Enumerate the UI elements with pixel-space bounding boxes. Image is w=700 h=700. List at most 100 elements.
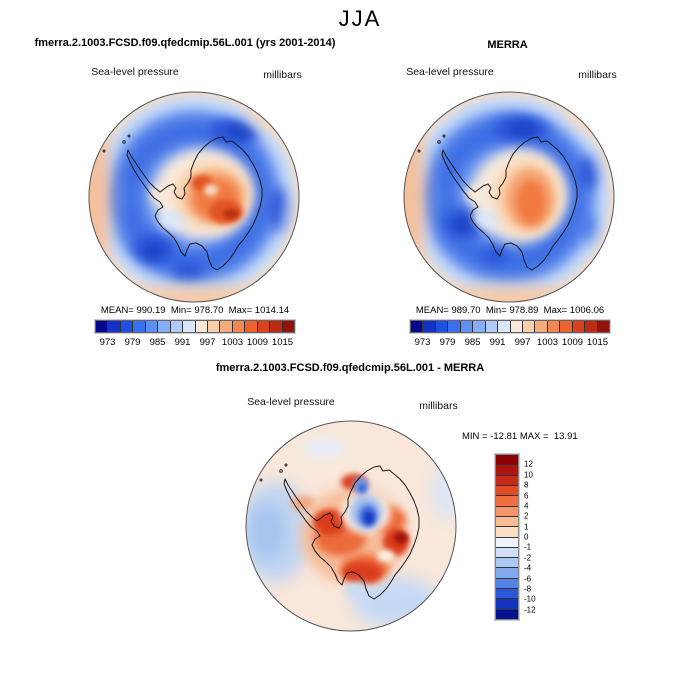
- reference-pressure-colorbar-ticks: 973 979 985 991 997 1003 1009 1015: [410, 337, 610, 348]
- colorbar-cell: [535, 321, 548, 332]
- colorbar-tick-label: 10: [524, 470, 533, 480]
- colorbar-cell: [485, 321, 499, 332]
- model-pressure-colorbar: [94, 319, 296, 334]
- colorbar-tick-label: -2: [524, 553, 532, 563]
- colorbar-cell: [496, 516, 518, 528]
- colorbar-tick-label: -10: [524, 594, 536, 604]
- colorbar-cell: [96, 321, 109, 332]
- colorbar-tick-label: 985: [464, 337, 481, 348]
- difference-units-label: millibars: [419, 400, 458, 412]
- colorbar-cell: [560, 321, 573, 332]
- colorbar-tick-label: 4: [524, 501, 529, 511]
- colorbar-cell: [496, 599, 518, 610]
- colorbar-tick-label: 1009: [246, 337, 269, 348]
- colorbar-tick-label: 973: [414, 337, 431, 348]
- colorbar-cell: [597, 321, 609, 332]
- reference-slp-map: [403, 91, 615, 303]
- colorbar-tick-label: 6: [524, 491, 529, 500]
- colorbar-cell: [448, 321, 461, 332]
- colorbar-tick-label: 0: [524, 532, 529, 542]
- colorbar-cell: [120, 321, 134, 332]
- model-panel-title: fmerra.2.1003.FCSD.f09.qfedcmip.56L.001 …: [34, 37, 336, 49]
- model-pressure-colorbar-ticks: 973 979 985 991 997 1003 1009 1015: [95, 337, 295, 348]
- colorbar-cell: [170, 321, 184, 332]
- colorbar-tick-label: 997: [514, 337, 531, 348]
- model-stats: MEAN= 990.19 Min= 978.70 Max= 1014.14: [100, 305, 290, 316]
- difference-colorbar-ticks: 12 10 8 6 4 2 1 0 -1 -2 -4 -6 -8 -10 -12: [524, 454, 548, 620]
- colorbar-tick-label: 12: [524, 459, 533, 469]
- colorbar-tick-label: 1003: [536, 337, 559, 348]
- colorbar-tick-label: 1009: [561, 337, 584, 348]
- colorbar-cell: [498, 321, 511, 332]
- difference-stats: MIN = -12.81 MAX = 13.91: [462, 431, 578, 442]
- colorbar-tick-label: 985: [149, 337, 166, 348]
- colorbar-cell: [411, 321, 424, 332]
- colorbar-cell: [158, 321, 171, 332]
- difference-field-label: Sea-level pressure: [247, 396, 335, 408]
- colorbar-tick-label: 997: [199, 337, 216, 348]
- colorbar-cell: [133, 321, 146, 332]
- colorbar-cell: [270, 321, 283, 332]
- colorbar-cell: [496, 589, 518, 600]
- colorbar-cell: [473, 321, 486, 332]
- colorbar-tick-label: 1003: [221, 337, 244, 348]
- model-slp-map: [88, 91, 300, 303]
- colorbar-tick-label: -4: [524, 563, 532, 573]
- colorbar-cell: [496, 547, 518, 559]
- colorbar-cell: [245, 321, 258, 332]
- colorbar-cell: [220, 321, 233, 332]
- reference-field-label: Sea-level pressure: [406, 66, 494, 78]
- colorbar-cell: [232, 321, 246, 332]
- colorbar-tick-label: -6: [524, 574, 532, 583]
- reference-panel-title: MERRA: [487, 39, 528, 51]
- difference-slp-map: [245, 420, 457, 632]
- colorbar-tick-label: -12: [524, 605, 536, 615]
- colorbar-cell: [585, 321, 598, 332]
- colorbar-tick-label: -1: [524, 542, 532, 552]
- colorbar-cell: [496, 609, 518, 619]
- colorbar-tick-label: 979: [439, 337, 456, 348]
- colorbar-cell: [207, 321, 221, 332]
- colorbar-tick-label: 1015: [271, 337, 294, 348]
- model-field-label: Sea-level pressure: [91, 66, 179, 78]
- figure-title: JJA: [338, 6, 382, 31]
- colorbar-cell: [496, 496, 518, 507]
- colorbar-tick-label: 973: [99, 337, 116, 348]
- colorbar-cell: [257, 321, 271, 332]
- reference-stats: MEAN= 989.70 Min= 978.89 Max= 1006.06: [415, 305, 605, 316]
- colorbar-cell: [510, 321, 523, 332]
- reference-pressure-colorbar: [409, 319, 611, 334]
- colorbar-cell: [496, 568, 518, 579]
- colorbar-tick-label: 991: [174, 337, 191, 348]
- colorbar-cell: [547, 321, 561, 332]
- colorbar-cell: [183, 321, 196, 332]
- colorbar-tick-label: 991: [489, 337, 506, 348]
- difference-panel-title: fmerra.2.1003.FCSD.f09.qfedcmip.56L.001 …: [215, 362, 485, 374]
- colorbar-tick-label: 2: [524, 511, 529, 521]
- colorbar-cell: [435, 321, 449, 332]
- colorbar-cell: [496, 465, 518, 476]
- colorbar-cell: [496, 578, 518, 590]
- colorbar-cell: [522, 321, 536, 332]
- colorbar-cell: [145, 321, 159, 332]
- colorbar-cell: [496, 455, 518, 466]
- colorbar-tick-label: 1015: [586, 337, 609, 348]
- colorbar-tick-label: 979: [124, 337, 141, 348]
- colorbar-cell: [496, 485, 518, 497]
- colorbar-tick-label: -8: [524, 584, 532, 594]
- colorbar-tick-label: 1: [524, 522, 529, 532]
- reference-units-label: millibars: [578, 69, 617, 81]
- colorbar-cell: [108, 321, 121, 332]
- colorbar-cell: [496, 506, 518, 517]
- difference-colorbar: [494, 453, 520, 621]
- colorbar-cell: [195, 321, 208, 332]
- colorbar-cell: [496, 537, 518, 548]
- colorbar-cell: [496, 558, 518, 569]
- model-units-label: millibars: [263, 69, 302, 81]
- colorbar-cell: [460, 321, 474, 332]
- colorbar-cell: [572, 321, 586, 332]
- colorbar-cell: [496, 475, 518, 486]
- colorbar-cell: [423, 321, 436, 332]
- colorbar-tick-label: 8: [524, 480, 529, 490]
